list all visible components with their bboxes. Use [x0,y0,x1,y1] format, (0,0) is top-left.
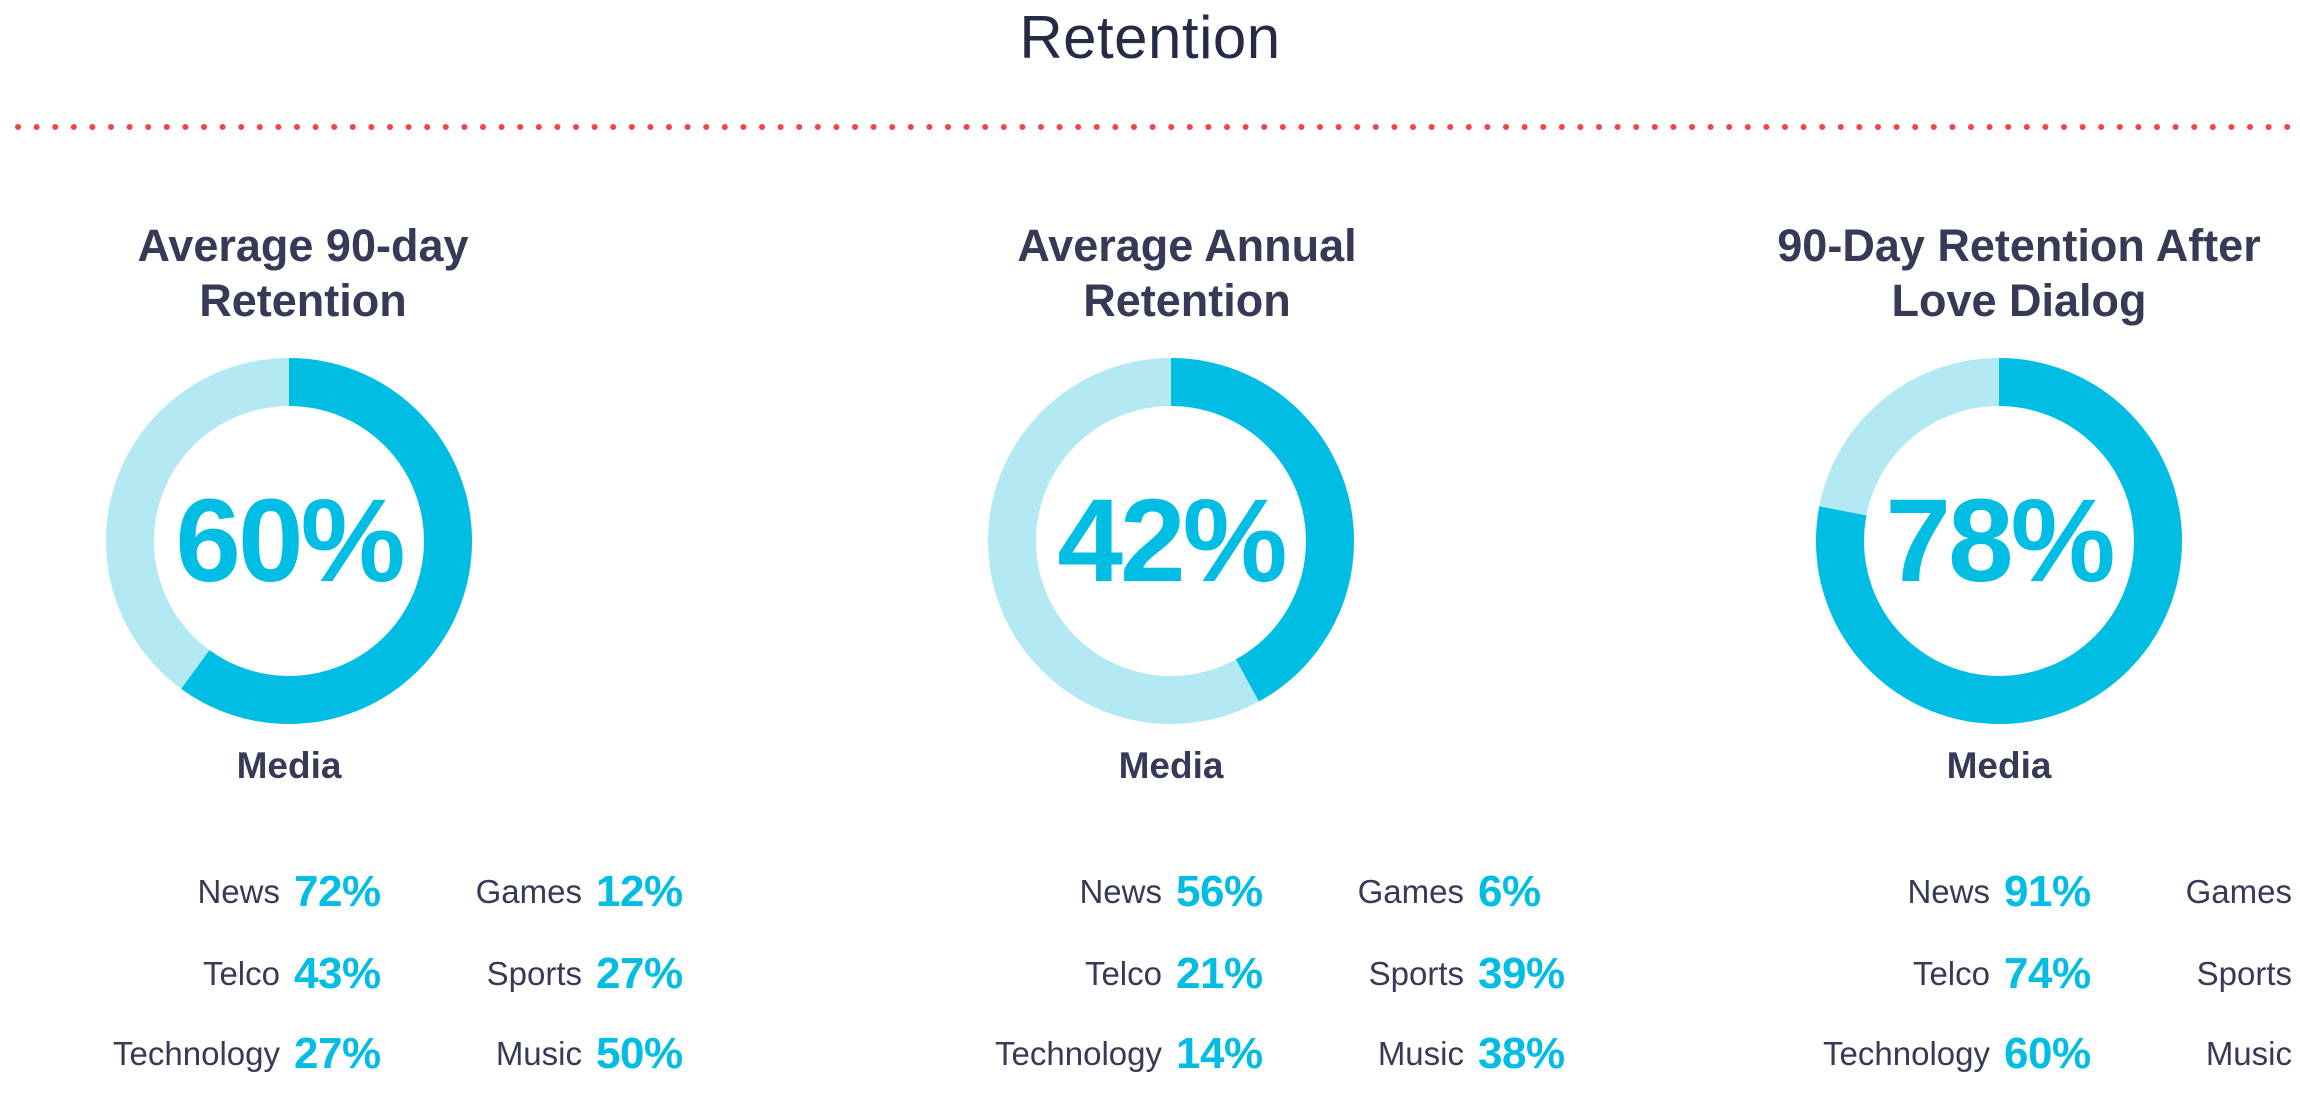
donut-value-arc [988,358,1354,724]
stat-name: Music [1377,1035,1464,1072]
stat-value: 14% [1176,1029,1263,1078]
page-title: Retention [1019,4,1281,71]
stat-item: Telco 74% [1710,944,2100,1004]
dotted-divider [15,124,2291,130]
stat-item: Games 6% [882,862,1574,922]
chart-title-line: Average 90-day [137,220,469,271]
stat-name: Games [475,873,582,910]
stat-name: Sports [2196,955,2292,992]
stat-name: Telco [1084,955,1162,992]
stat-value: 72% [294,867,381,916]
stat-item: Technology 60% [1710,1024,2100,1084]
stat-value: 56% [1176,867,1263,916]
donut-value-label: 60% [175,475,405,607]
chart-title-line: Average Annual [1017,220,1357,271]
stat-name: Technology [113,1035,280,1072]
stat-item: Telco 43% [0,944,390,1004]
stat-value: 43% [294,949,381,998]
stat-item: Music 50% [0,1024,692,1084]
stat-item: Sports 39% [882,944,1574,1004]
donut-chart: 78% [1816,358,2182,724]
stat-item: Technology 27% [0,1024,390,1084]
stat-name: Games [2185,873,2292,910]
segment-label: Media [236,745,342,786]
stat-value: 21% [1176,949,1263,998]
stat-value: 60% [2004,1029,2091,1078]
segment-label: Media [1946,745,2052,786]
chart-title-annual: Average Annual Retention [877,218,1497,328]
stat-name: News [1907,873,1990,910]
donut-value-label: 42% [1057,475,1287,607]
stat-item: News 56% [882,862,1272,922]
segment-label: Media [1118,745,1224,786]
donut-value-arc [106,358,472,724]
stat-item: Games 12% [0,862,692,922]
chart-title-line: 90-Day Retention After [1777,220,2261,271]
stat-item: Music73% [1710,1024,2300,1084]
stat-item: Sports 27% [0,944,692,1004]
stat-name: Games [1357,873,1464,910]
stat-value: 74% [2004,949,2091,998]
stat-value: 50% [596,1029,683,1078]
chart-title-line: Retention [199,275,407,326]
stat-name: Technology [1823,1035,1990,1072]
donut-value-arc [1816,358,2182,724]
stat-item: Telco 21% [882,944,1272,1004]
stat-item: Games39% [1710,862,2300,922]
stat-name: News [197,873,280,910]
stat-value: 6% [1478,867,1541,916]
stat-item: News 91% [1710,862,2100,922]
stat-value: 91% [2004,867,2091,916]
stat-item: Music 38% [882,1024,1574,1084]
chart-title-line: Retention [1083,275,1291,326]
stat-value: 12% [596,867,683,916]
donut-chart: 60% [106,358,472,724]
stat-value: 39% [1478,949,1565,998]
stat-name: Sports [1368,955,1464,992]
stat-item: Technology 14% [882,1024,1272,1084]
stat-name: Telco [202,955,280,992]
stat-value: 38% [1478,1029,1565,1078]
stat-name: Technology [995,1035,1162,1072]
chart-title-love-dialog: 90-Day Retention After Love Dialog [1709,218,2300,328]
stat-name: News [1079,873,1162,910]
donut-value-label: 78% [1885,475,2115,607]
stat-name: Sports [486,955,582,992]
chart-title-90-day: Average 90-day Retention [0,218,613,328]
stat-name: Music [2205,1035,2292,1072]
stat-value: 27% [294,1029,381,1078]
donut-chart: 42% [988,358,1354,724]
chart-title-line: Love Dialog [1891,275,2147,326]
stat-name: Music [495,1035,582,1072]
stat-item: Sports57% [1710,944,2300,1004]
stat-item: News 72% [0,862,390,922]
stat-name: Telco [1912,955,1990,992]
stat-value: 27% [596,949,683,998]
